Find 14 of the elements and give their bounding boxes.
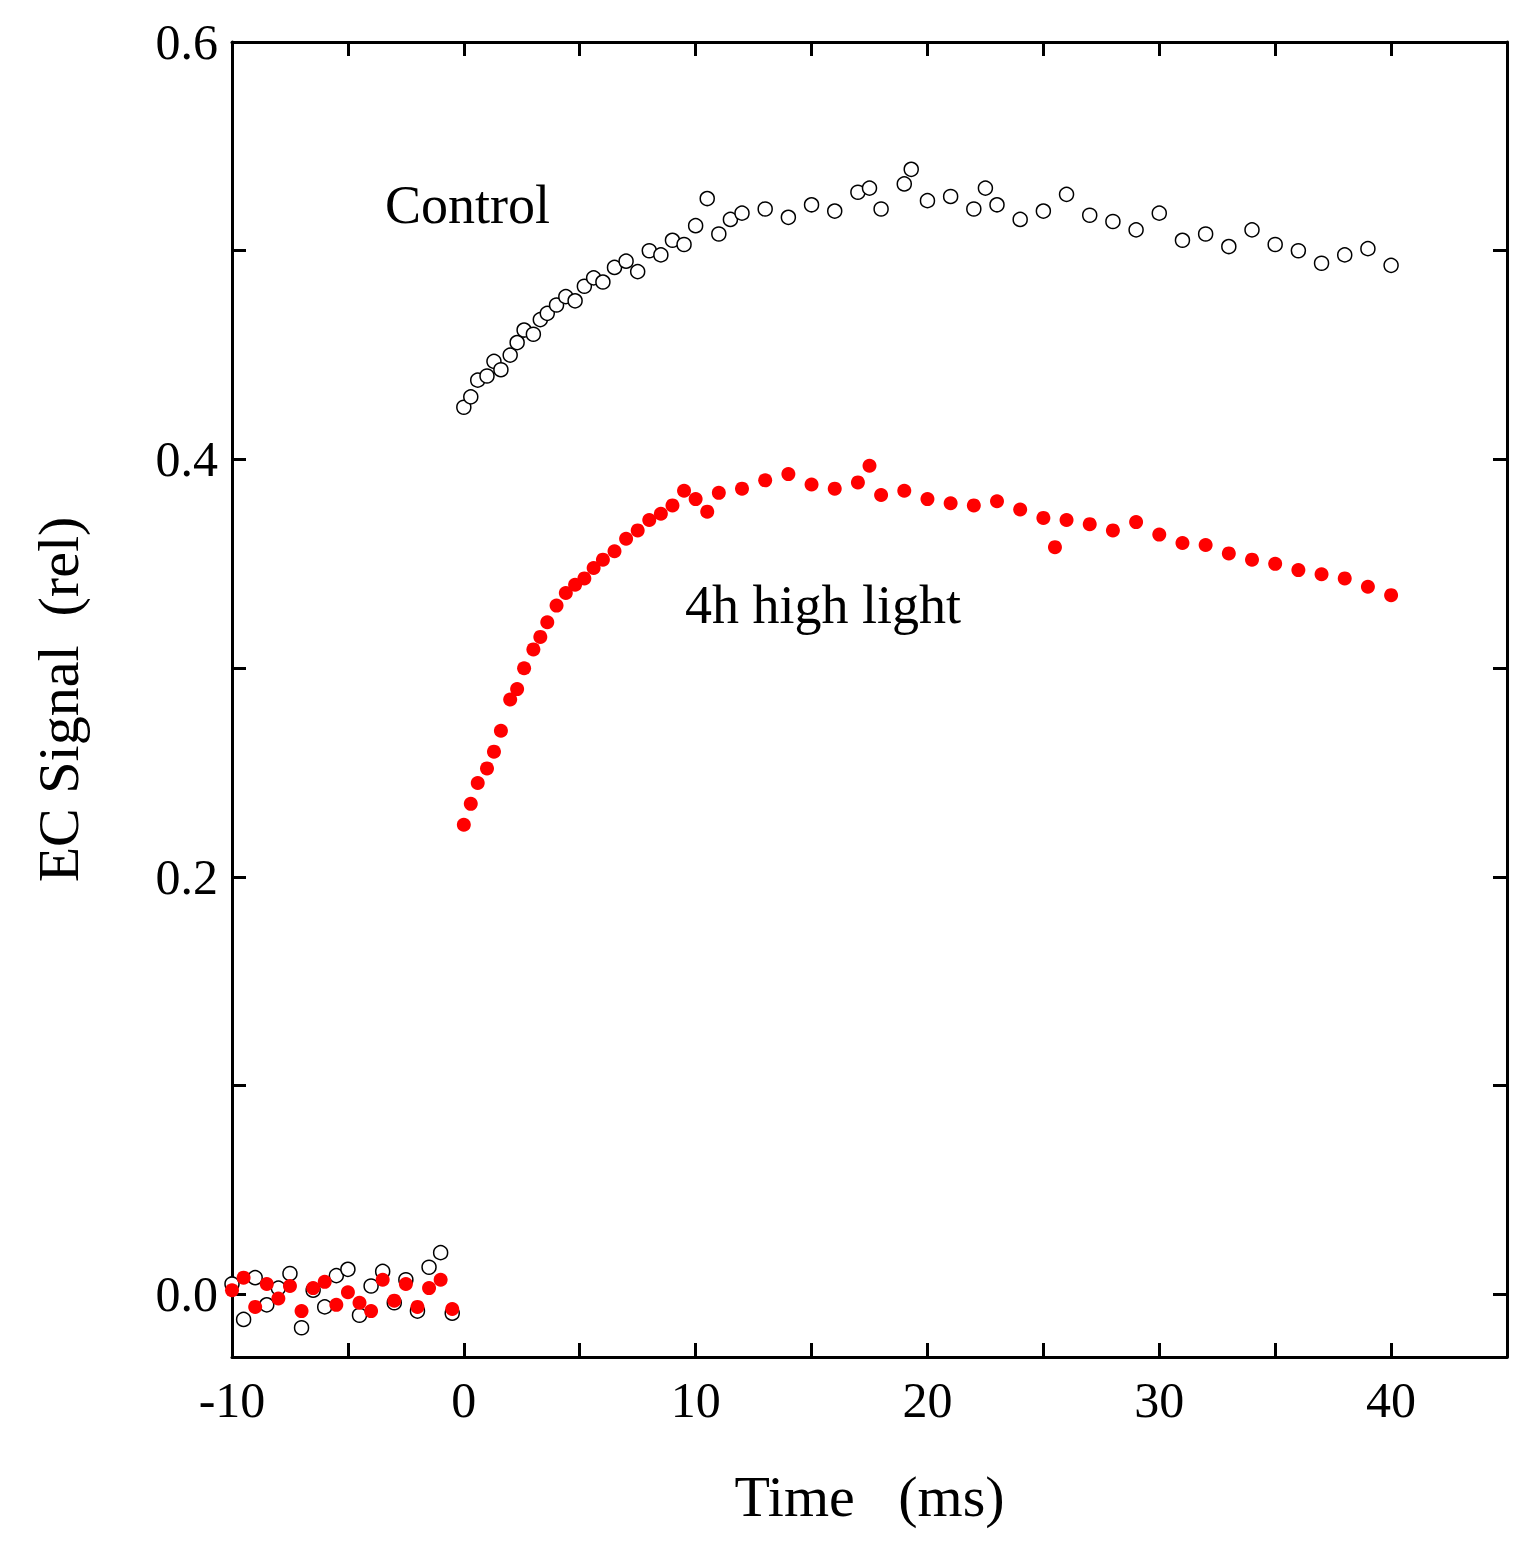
y-tick-label: 0.4 — [155, 431, 218, 488]
y-tick-label: 0.6 — [155, 14, 218, 70]
x-tick-label: 10 — [670, 1372, 721, 1428]
y-axis-title: EC Signal (rel) — [25, 516, 91, 883]
x-tick-label: 0 — [451, 1372, 477, 1428]
x-tick-label: -10 — [198, 1372, 266, 1428]
x-axis-title: Time (ms) — [734, 1463, 1005, 1529]
x-tick-label: 20 — [902, 1372, 953, 1428]
x-tick-label: 30 — [1134, 1372, 1185, 1428]
series-label: 4h high light — [685, 575, 962, 635]
series-label: Control — [385, 175, 551, 235]
y-tick-label: 0.0 — [155, 1266, 218, 1323]
y-tick-label: 0.2 — [155, 848, 218, 905]
x-tick-label: 40 — [1366, 1372, 1417, 1428]
